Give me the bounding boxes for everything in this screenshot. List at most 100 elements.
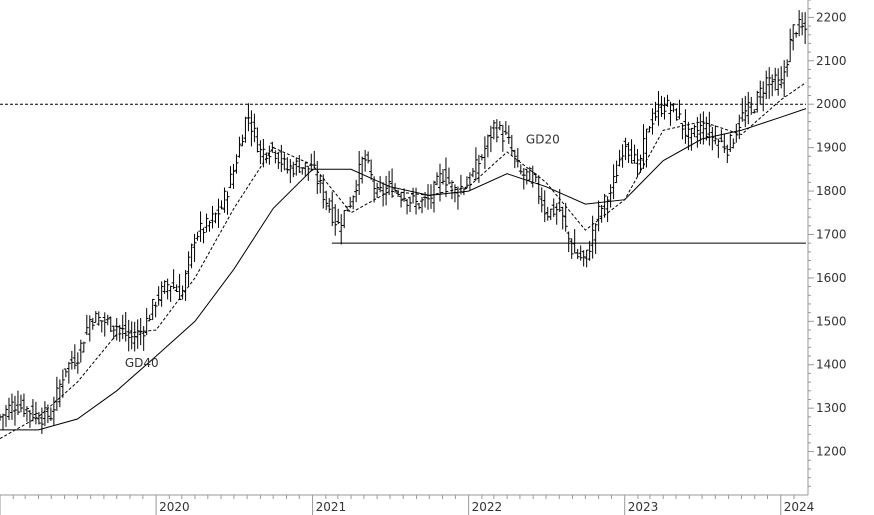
price-bar	[243, 116, 248, 143]
price-bar	[740, 98, 745, 122]
price-bar	[81, 341, 86, 353]
price-bar	[566, 231, 571, 253]
price-bar	[680, 122, 685, 140]
price-bar	[617, 149, 622, 167]
price-bar	[54, 376, 59, 411]
price-bar	[794, 31, 799, 38]
price-bar	[210, 205, 215, 229]
price-bar	[674, 108, 679, 121]
price-bar	[354, 179, 359, 203]
x-tick-label: 2021	[316, 500, 347, 514]
price-bar	[695, 117, 700, 148]
price-bar	[548, 208, 553, 221]
y-tick-label: 2100	[816, 54, 847, 68]
price-bar	[318, 174, 323, 194]
price-bar	[506, 125, 511, 144]
price-bar	[387, 171, 392, 196]
price-bar	[168, 285, 173, 302]
price-bar	[150, 298, 155, 321]
price-bar	[737, 114, 742, 140]
price-bar	[701, 111, 706, 145]
price-bar	[758, 80, 763, 105]
price-bar	[455, 186, 460, 210]
price-bar	[743, 95, 748, 128]
price-bar	[93, 311, 98, 323]
price-bar	[135, 319, 140, 349]
price-bar	[117, 324, 122, 342]
price-bar	[638, 154, 643, 173]
gd40-line	[0, 108, 807, 431]
price-bar	[458, 174, 463, 195]
price-bar	[267, 145, 272, 165]
price-bar	[285, 157, 290, 174]
price-bar	[336, 208, 341, 225]
price-bar	[420, 196, 425, 214]
price-bar	[330, 191, 335, 227]
price-bar	[273, 150, 278, 164]
price-bar	[665, 94, 670, 107]
price-bar	[773, 67, 778, 91]
price-bar	[599, 204, 604, 223]
annotation-gd40: GD40	[125, 356, 159, 370]
price-bar	[776, 68, 781, 96]
price-bar	[432, 180, 436, 213]
price-bar	[482, 136, 487, 170]
price-bar	[201, 227, 206, 244]
price-bar	[123, 311, 128, 342]
price-bar	[734, 123, 739, 143]
price-bar	[485, 134, 490, 158]
price-bar	[746, 92, 751, 125]
y-tick-label: 1700	[816, 227, 847, 241]
price-bar	[698, 113, 703, 145]
price-bar	[704, 116, 709, 141]
price-bar	[324, 190, 329, 211]
price-bar	[30, 399, 35, 422]
price-bar	[623, 137, 628, 161]
price-bar	[788, 28, 793, 63]
price-bar	[584, 249, 589, 268]
price-bar	[321, 174, 326, 209]
price-bar	[476, 154, 481, 183]
price-bar	[539, 187, 544, 213]
price-bar	[393, 183, 398, 193]
price-bar	[261, 138, 266, 168]
price-bar	[488, 125, 493, 153]
price-bar	[303, 162, 308, 176]
price-bar	[96, 311, 101, 326]
price-bar	[785, 59, 790, 77]
price-bar	[75, 352, 80, 374]
price-bar	[375, 182, 380, 198]
price-bar	[443, 157, 448, 198]
price-bar	[36, 411, 41, 425]
price-bar	[719, 129, 724, 143]
price-bar	[270, 141, 275, 153]
x-tick-label: 2020	[159, 500, 190, 514]
price-bar	[99, 320, 104, 333]
price-bar	[192, 233, 197, 262]
price-bar	[716, 138, 721, 158]
price-bar	[312, 150, 317, 169]
price-bar	[396, 189, 401, 197]
price-bar	[722, 134, 727, 154]
price-bar	[195, 231, 200, 241]
x-axis: 2020 2021 2022 2023 2024	[0, 494, 814, 515]
price-bar	[470, 167, 475, 178]
price-bar	[692, 124, 697, 138]
price-bar	[363, 149, 368, 172]
price-bar	[677, 99, 682, 120]
price-bar	[48, 407, 53, 421]
price-bar	[408, 196, 413, 213]
price-bar	[0, 414, 2, 421]
price-bar	[255, 127, 260, 153]
price-bar	[345, 206, 350, 212]
price-bar	[590, 215, 595, 259]
price-bar	[521, 167, 526, 190]
price-bar	[33, 401, 38, 425]
price-bar	[204, 213, 209, 233]
price-bar	[237, 136, 242, 158]
price-bar	[452, 184, 457, 203]
price-bar	[405, 198, 410, 215]
price-bar	[90, 317, 95, 330]
price-bar	[399, 192, 404, 208]
